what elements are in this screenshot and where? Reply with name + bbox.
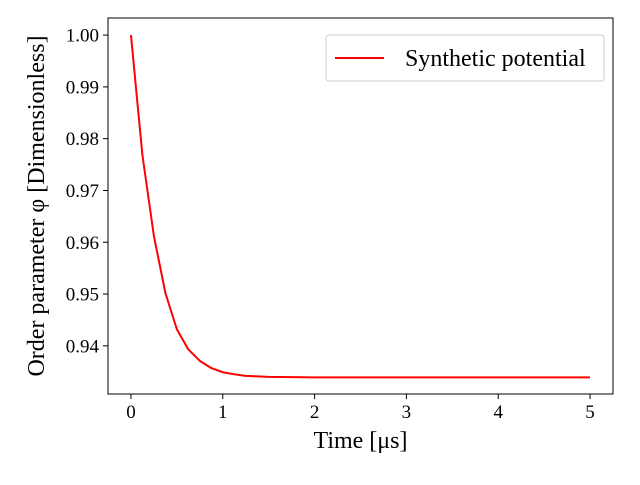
y-tick-label: 0.96 bbox=[66, 233, 99, 254]
x-tick-label: 4 bbox=[493, 402, 503, 423]
y-tick-label: 0.99 bbox=[66, 77, 99, 98]
legend-box bbox=[325, 34, 605, 82]
legend: Synthetic potential bbox=[325, 34, 605, 82]
y-tick-label: 0.94 bbox=[66, 336, 100, 357]
axes-frame bbox=[107, 17, 614, 395]
x-tick-label: 5 bbox=[585, 402, 595, 423]
y-axis-label: Order parameter φ [Dimensionless] bbox=[24, 35, 50, 376]
x-tick-label: 2 bbox=[310, 402, 320, 423]
legend-label: Synthetic potential bbox=[405, 46, 586, 72]
y-tick-label: 0.98 bbox=[66, 129, 99, 150]
series-layer bbox=[129, 34, 591, 379]
y-tick-label: 0.97 bbox=[66, 181, 99, 202]
series-line-0 bbox=[129, 34, 591, 379]
x-tick-label: 3 bbox=[402, 402, 412, 423]
x-axis-label: Time [μs] bbox=[314, 428, 408, 454]
y-tick-label: 1.00 bbox=[66, 26, 99, 47]
axes-layer: 0 1 2 3 4 5 0.94 0.95 0.96 0.97 0.98 0.99 1.00 Time [… bbox=[24, 26, 595, 454]
y-tick-label: 0.95 bbox=[66, 285, 99, 306]
x-tick-label: 1 bbox=[218, 402, 228, 423]
plot-area bbox=[107, 17, 614, 395]
x-tick-label: 0 bbox=[126, 402, 136, 423]
